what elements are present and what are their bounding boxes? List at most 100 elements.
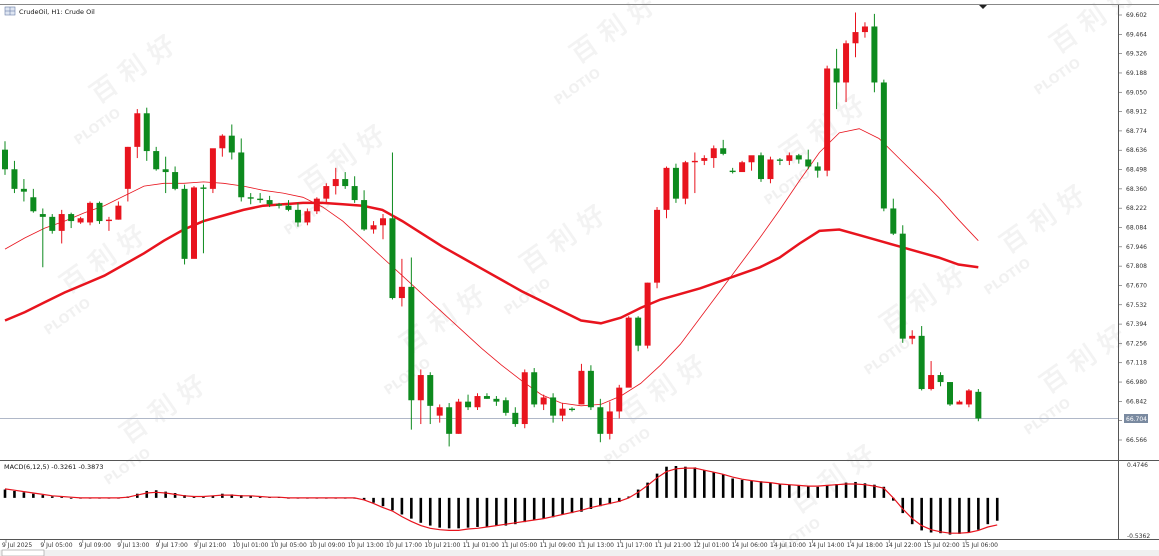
candle — [767, 156, 774, 184]
current-price-tag: 66.704 — [1124, 414, 1148, 423]
candle — [380, 214, 386, 240]
macd-hist-bar — [391, 497, 394, 511]
candle-body — [380, 218, 386, 226]
candle-body — [975, 391, 982, 419]
candle — [880, 79, 887, 212]
price-tick-label: 69.188 — [1126, 70, 1147, 77]
macd-hist-bar — [32, 493, 35, 498]
macd-hist-bar — [731, 478, 734, 498]
price-tick-label: 69.326 — [1126, 51, 1147, 58]
candle-body — [427, 375, 434, 406]
candle-body — [531, 372, 538, 405]
candle — [947, 382, 953, 406]
candle — [342, 172, 349, 189]
candle — [965, 389, 972, 408]
time-tick-label: 14 Jul 10:00 — [770, 542, 806, 549]
macd-hist-bar — [192, 496, 196, 498]
time-tick-label: 15 Jul 06:00 — [962, 542, 998, 549]
candle — [219, 134, 226, 157]
candle-body — [323, 186, 330, 199]
candle — [861, 22, 868, 38]
macd-hist-bar — [863, 483, 867, 498]
candle — [238, 138, 245, 202]
macd-top-label: 0.4746 — [1127, 462, 1148, 469]
candle-body — [105, 219, 112, 222]
macd-hist-bar — [882, 486, 886, 498]
candle-body — [455, 401, 462, 434]
macd-hist-bar — [655, 473, 659, 498]
candle — [890, 198, 897, 236]
macd-hist-bar — [523, 497, 527, 523]
current-price-tag-text: 66.704 — [1126, 416, 1147, 423]
candle — [597, 398, 604, 443]
price-tick-label: 69.050 — [1126, 89, 1147, 96]
candle — [11, 160, 18, 194]
price-tick-label: 66.566 — [1126, 437, 1147, 444]
candle-body — [814, 166, 821, 171]
price-tick-label: 67.670 — [1126, 282, 1147, 289]
candle-body — [313, 198, 320, 212]
candle-body — [351, 186, 358, 201]
candle-body — [96, 202, 103, 222]
candle-body — [852, 32, 859, 44]
chart-shift-marker-icon[interactable] — [979, 5, 987, 9]
candle-body — [361, 200, 368, 230]
macd-hist-bar — [721, 474, 725, 498]
macd-hist-bar — [740, 479, 744, 498]
candle — [172, 166, 179, 191]
candle — [701, 155, 708, 166]
candle-body — [890, 208, 897, 234]
macd-hist-bar — [674, 466, 678, 498]
macd-hist-bar — [835, 484, 838, 498]
time-tick-label: 10 Jul 09:00 — [309, 542, 345, 549]
macd-hist-bar — [806, 486, 810, 498]
time-tick-label: 11 Jul 17:00 — [616, 542, 652, 549]
macd-bottom-label: -0.5362 — [1127, 533, 1150, 540]
candle-body — [597, 407, 604, 434]
candle-body — [654, 209, 661, 283]
tab-crudeoil[interactable] — [1, 549, 45, 556]
candle-body — [720, 148, 727, 154]
candle-body — [408, 286, 415, 401]
candle — [635, 316, 642, 352]
candle — [814, 162, 821, 178]
candle — [361, 190, 368, 231]
candle — [77, 216, 84, 224]
candle-body — [767, 159, 774, 180]
macd-hist-bar — [844, 482, 848, 498]
candle-body — [663, 167, 670, 210]
candle-body — [389, 218, 396, 299]
price-tick-label: 66.980 — [1126, 379, 1147, 386]
candle — [502, 397, 509, 416]
macd-hist-bar — [788, 484, 791, 498]
time-tick-label: 10 Jul 05:00 — [271, 542, 307, 549]
candle-body — [219, 135, 226, 149]
candle-body — [285, 205, 292, 210]
candle — [332, 167, 339, 195]
current-price-tag-bg — [1124, 414, 1148, 423]
macd-hist-bar — [778, 484, 782, 498]
candle-body — [965, 390, 972, 405]
candle-body — [758, 155, 764, 180]
candle — [776, 158, 783, 166]
macd-hist-bar — [608, 497, 612, 505]
macd-hist-bar — [41, 495, 45, 498]
candle — [852, 12, 859, 58]
candle — [937, 372, 944, 387]
candle — [587, 365, 594, 411]
candle-body — [68, 214, 75, 222]
macd-hist-bar — [665, 466, 668, 498]
candle-body — [824, 68, 831, 171]
candle-body — [181, 188, 188, 259]
candle-body — [559, 408, 566, 416]
macd-hist-bar — [967, 497, 971, 533]
candle — [257, 193, 264, 203]
candle-body — [776, 159, 783, 161]
macd-hist-bar — [561, 497, 564, 515]
candle — [87, 201, 94, 226]
candle — [795, 153, 802, 164]
macd-hist-bar — [410, 497, 413, 519]
macd-hist-bar — [438, 497, 441, 528]
candle — [143, 107, 150, 161]
